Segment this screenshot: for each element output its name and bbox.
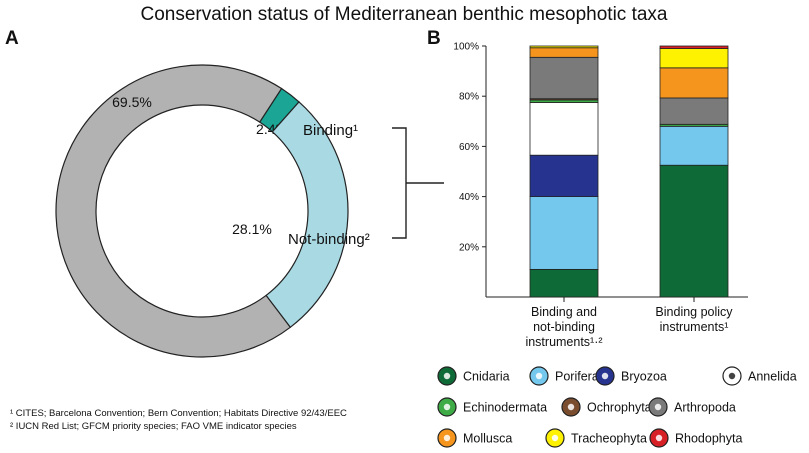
porifera-icon-glyph — [535, 372, 543, 380]
legend-label-cnidaria: Cnidaria — [463, 370, 510, 384]
bar-segment-rhodophyta — [659, 45, 729, 49]
bar-segment-cnidaria — [659, 164, 729, 298]
bar-segment-mollusca — [529, 47, 599, 58]
legend-label-ochrophyta: Ochrophyta — [587, 401, 652, 415]
stacked-bar-chart: 20% 40% 60% 80% 100% Binding and not-binding in… — [453, 42, 748, 349]
footnote-2: ² IUCN Red List; GFCM priority species; … — [10, 421, 297, 432]
y-tick-label: 20% — [459, 242, 479, 253]
bar-segment-tracheophyta — [659, 48, 729, 69]
y-tick-label: 60% — [459, 142, 479, 153]
bar-segment-mollusca — [659, 67, 729, 99]
rhodophyta-icon-glyph — [655, 434, 663, 442]
legend-label-porifera: Porifera — [555, 370, 599, 384]
x-tick-label: Binding policy instruments¹ — [655, 305, 733, 334]
bar-segment-cnidaria — [529, 268, 599, 298]
bar-segment-arthropoda — [529, 56, 599, 100]
bar-segment-arthropoda — [659, 97, 729, 125]
panel-a-label: A — [5, 28, 19, 49]
donut-value-label-1: 28.1% — [232, 221, 272, 237]
legend-label-mollusca: Mollusca — [463, 432, 512, 446]
x-tick-label: Binding and not-binding instruments¹·² — [525, 305, 602, 349]
legend-label-annelida: Annelida — [748, 370, 797, 384]
bracket-label-binding: Binding¹ — [303, 122, 358, 139]
donut-chart: 2.4%28.1%69.5% — [55, 64, 349, 358]
bracket-label-not-binding: Not-binding² — [288, 231, 370, 248]
donut-slice-2 — [55, 64, 292, 358]
footnote-1: ¹ CITES; Barcelona Convention; Bern Conv… — [10, 408, 347, 419]
donut-value-label-2: 69.5% — [112, 94, 152, 110]
bryozoa-icon-glyph — [601, 372, 609, 380]
mollusca-icon-glyph — [443, 434, 451, 442]
legend-label-tracheophyta: Tracheophyta — [571, 432, 647, 446]
legend: Cnidaria Porifera Bryozoa Annelida Echinoder… — [437, 366, 797, 448]
cnidaria-icon-glyph — [443, 372, 451, 380]
y-tick-label: 100% — [453, 42, 479, 53]
legend-label-bryozoa: Bryozoa — [621, 370, 667, 384]
legend-label-echinodermata: Echinodermata — [463, 401, 547, 415]
annelida-icon-glyph — [728, 372, 736, 380]
bar-segment-annelida — [529, 102, 599, 156]
y-tick-label: 80% — [459, 92, 479, 103]
arthropoda-icon-glyph — [654, 403, 662, 411]
legend-label-arthropoda: Arthropoda — [674, 401, 736, 415]
bar-segment-porifera — [529, 196, 599, 270]
binding-bracket: Binding¹ Not-binding² — [288, 122, 444, 248]
bar-segment-tracheophyta — [529, 45, 599, 49]
tracheophyta-icon-glyph — [551, 434, 559, 442]
bar-segment-porifera — [659, 125, 729, 166]
ochrophyta-icon-glyph — [567, 403, 575, 411]
bar-segment-bryozoa — [529, 154, 599, 197]
legend-label-rhodophyta: Rhodophyta — [675, 432, 742, 446]
echinodermata-icon-glyph — [443, 403, 451, 411]
bracket-line — [392, 127, 407, 239]
panel-b-label: B — [427, 28, 441, 49]
y-tick-label: 40% — [459, 192, 479, 203]
chart-title: Conservation status of Mediterranean ben… — [140, 4, 667, 25]
